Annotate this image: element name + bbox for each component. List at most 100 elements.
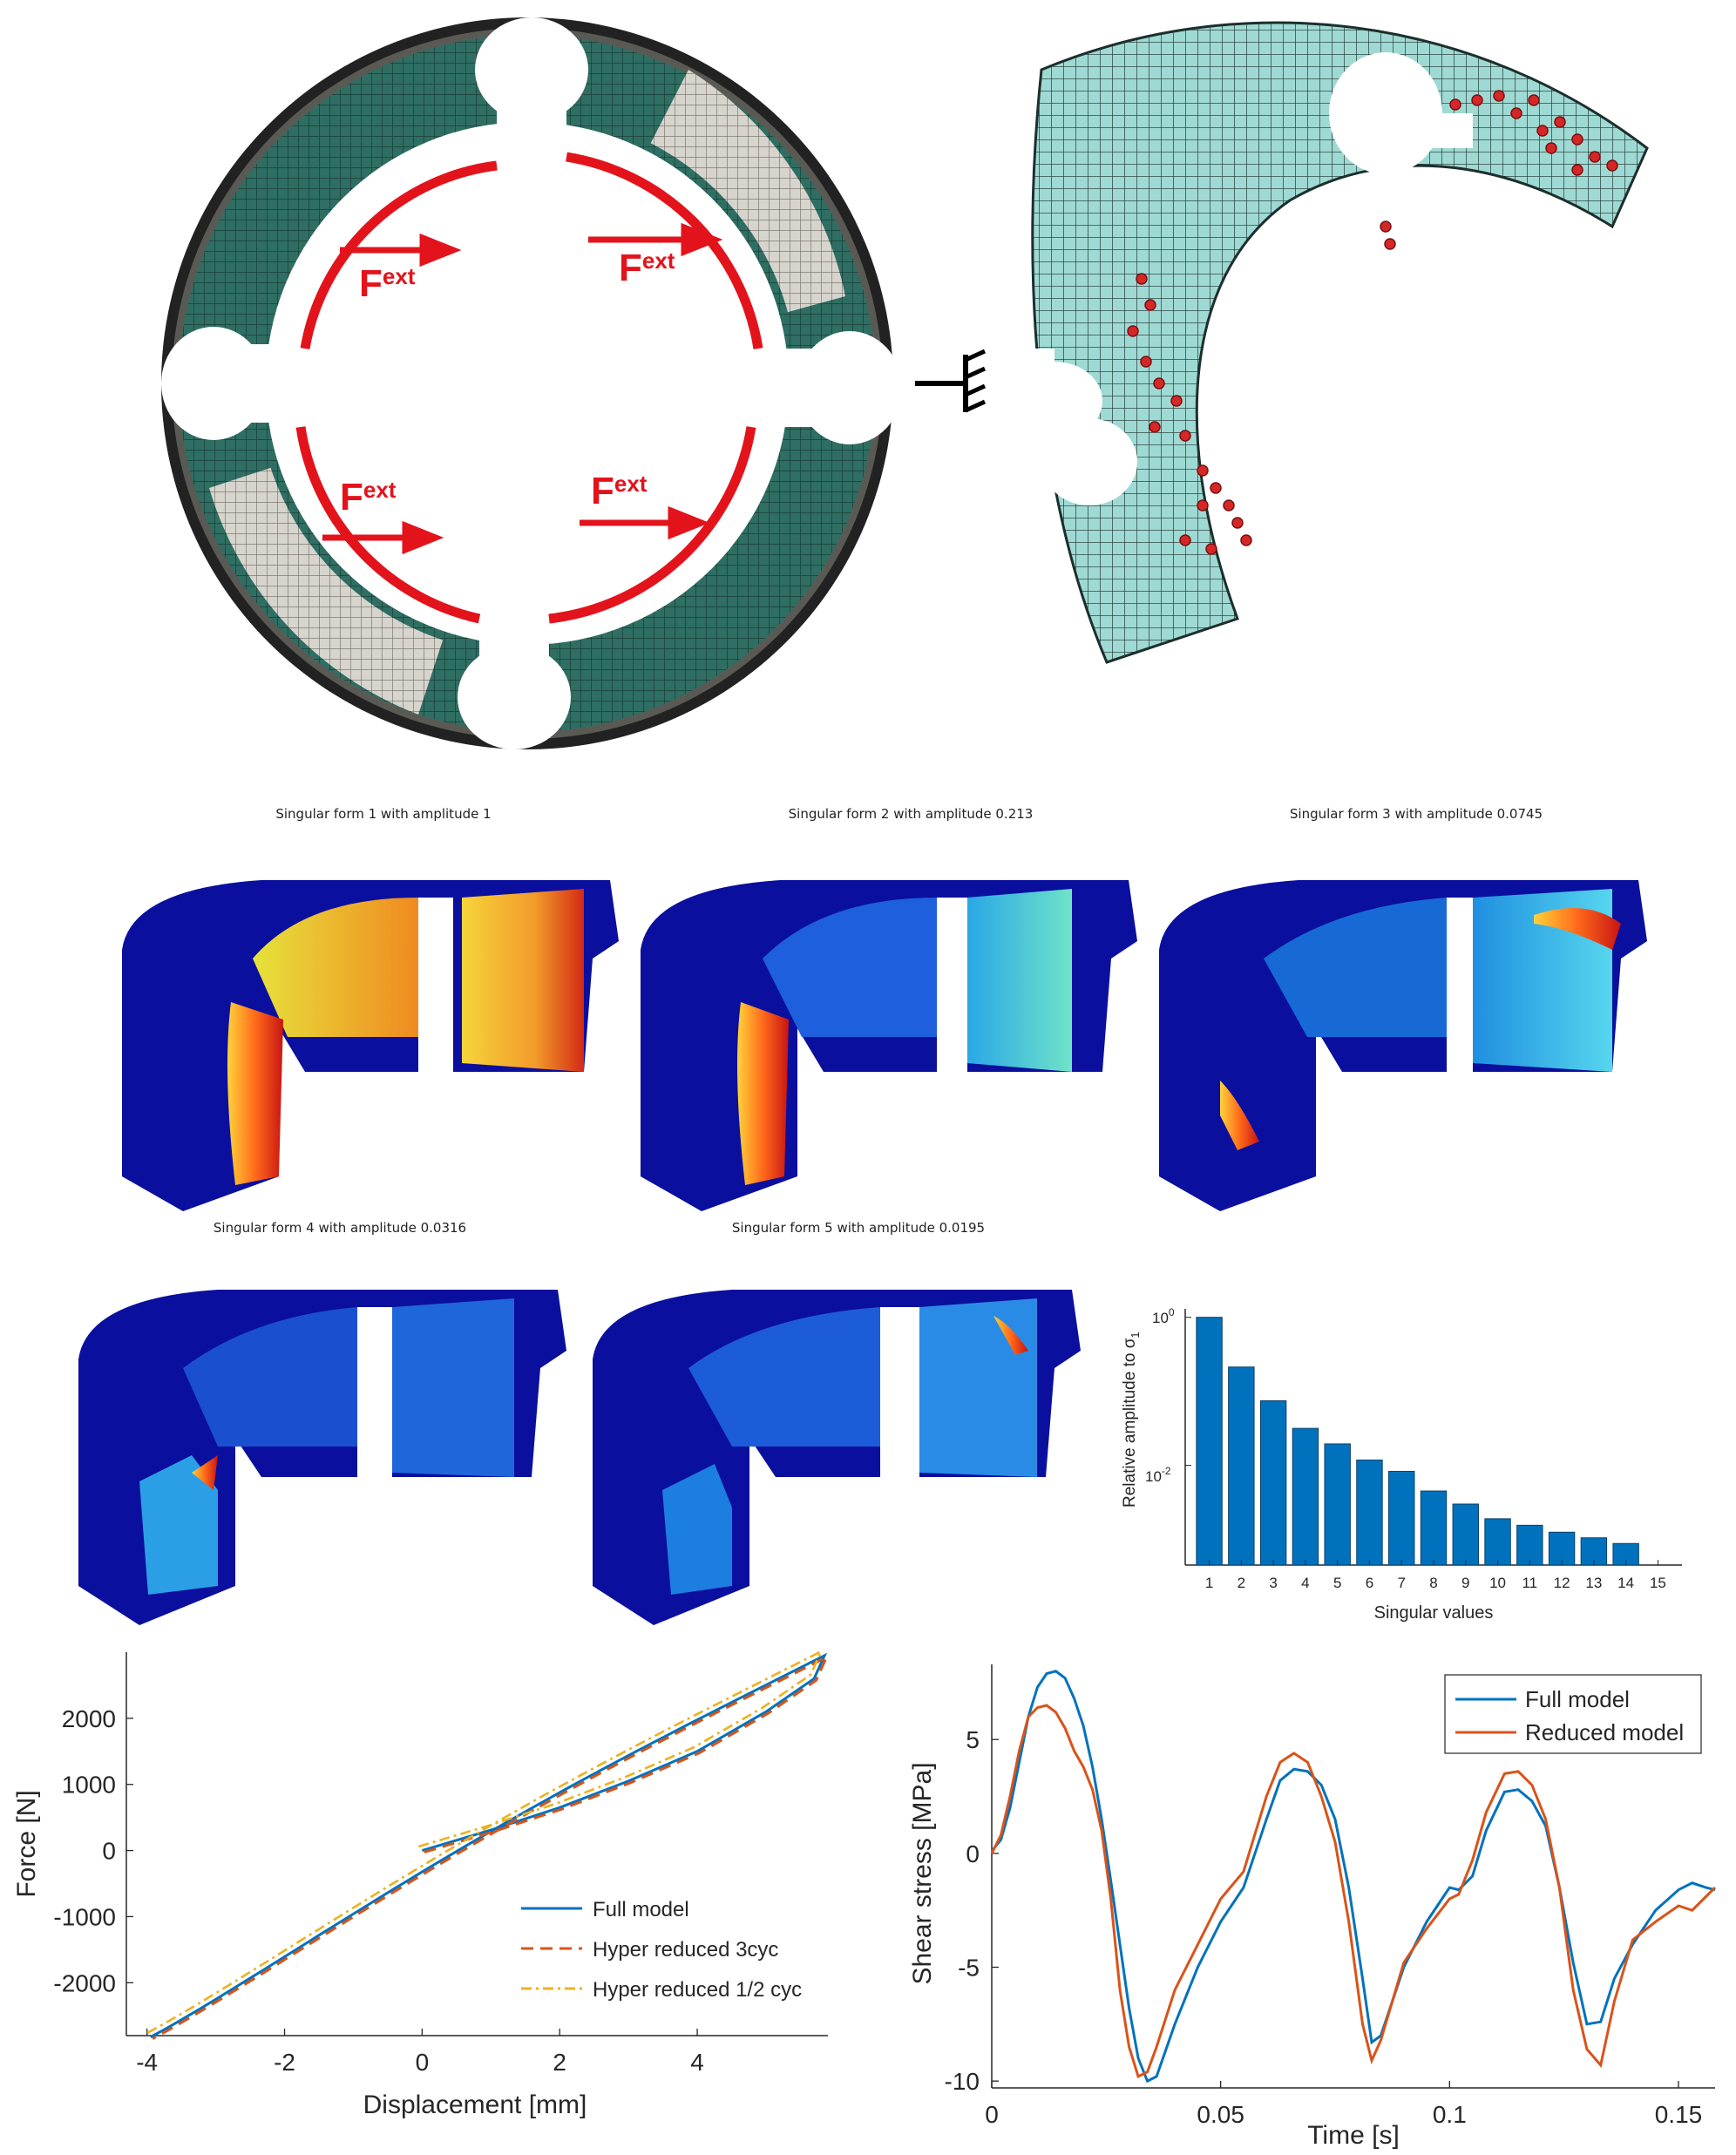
singular-form-title: Singular form 5 with amplitude 0.0195 [731,1220,986,1236]
y-tick-label: 0 [102,1838,116,1865]
x-axis-label: Singular values [1374,1603,1494,1623]
force-displacement-chart: -4 -2 0 2 4 2000 1000 0 -1000 -2000 Force [N] Dis… [0,1638,871,2151]
series-line [990,1704,1717,2079]
x-tick-label: 15 [1650,1575,1666,1591]
y-axis-label: Relative amplitude to σ1 [1121,1332,1142,1508]
integration-point [1136,273,1148,285]
x-tick-label: 9 [1461,1575,1469,1591]
x-tick-label: -4 [136,2049,158,2076]
y-tick-label: 10-2 [1145,1465,1171,1485]
bar-chart-svg: 1 2 3 4 5 6 7 8 9 10 11 12 13 14 15 100 10-2 Relative … [1121,1306,1682,1623]
integration-point [1140,356,1152,368]
integration-point [1127,325,1139,337]
legend-label: Hyper reduced 1/2 cyc [593,1978,802,2002]
reduced-mesh-drawing [1002,21,1649,664]
integration-point [1223,499,1235,512]
integration-point [1179,430,1191,442]
integration-point [1536,125,1549,137]
integration-point [1589,151,1601,163]
x-tick-label: 2 [553,2049,566,2076]
x-tick-label: 0 [416,2049,430,2076]
integration-point [1205,543,1217,555]
x-tick-label: 6 [1366,1575,1373,1591]
integration-point [1528,94,1540,106]
x-tick-label: 0.15 [1655,2101,1703,2128]
x-tick-label: 8 [1429,1575,1437,1591]
cutouts [161,17,902,749]
legend-label: Reduced model [1525,1719,1684,1745]
shear-stress-chart: 0 0.05 0.1 0.15 5 0 -5 -10 Shear stress [MPa] T… [871,1638,1736,2151]
x-tick-label: 10 [1489,1575,1506,1591]
selected-integration-points [1127,90,1618,555]
singular-forms-drawing [78,880,1647,1625]
reduced-mesh-panel [1002,17,1665,680]
integration-point [1493,90,1505,102]
y-tick-label: -1000 [53,1903,116,1930]
bar [1292,1427,1319,1566]
x-tick-label: 0.05 [1197,2101,1244,2128]
shear-stress-svg: 0 0.05 0.1 0.15 5 0 -5 -10 Shear stress [MPa] T… [908,1664,1717,2150]
integration-point [1144,299,1156,311]
bar [1228,1366,1255,1566]
x-tick-label: 2 [1238,1575,1245,1591]
legend: Full model Hyper reduced 3cyc Hyper redu… [510,1887,819,2018]
load-label: Fext [359,262,416,305]
bar [1196,1317,1223,1566]
x-tick-label: -2 [274,2049,295,2076]
bar [1484,1518,1511,1566]
singular-form-4 [78,1290,566,1625]
load-label: Fext [340,476,397,518]
singular-form-3 [1159,880,1647,1211]
x-tick-label: 0.1 [1433,2101,1467,2128]
y-tick-label: 100 [1152,1306,1175,1326]
integration-point [1384,238,1396,250]
legend-label: Full model [1525,1686,1630,1712]
hysteresis-svg: -4 -2 0 2 4 2000 1000 0 -1000 -2000 Force [N] Dis… [12,1649,830,2119]
integration-point [1571,164,1583,176]
x-axis-label: Time [s] [1307,2121,1400,2150]
y-tick-label: -10 [945,2068,980,2095]
x-tick-label: 0 [985,2101,999,2128]
x-tick-label: 12 [1554,1575,1570,1591]
singular-form-title: Singular form 3 with amplitude 0.0745 [1289,806,1543,822]
bar [1516,1524,1543,1566]
integration-point [1449,98,1461,111]
integration-point [1554,116,1566,128]
y-tick-label: 2000 [62,1705,116,1732]
series-line [146,1649,824,2035]
singular-form-title: Singular form 1 with amplitude 1 [275,806,492,822]
singular-form-title: Singular form 4 with amplitude 0.0316 [213,1220,467,1236]
integration-point [1170,395,1183,407]
integration-point [1153,377,1165,390]
integration-point [1197,499,1209,512]
load-label: Fext [619,247,675,289]
y-tick-label: -5 [958,1955,980,1982]
bar [1259,1399,1287,1566]
x-tick-label: 14 [1617,1575,1634,1591]
y-axis-label: Shear stress [MPa] [908,1762,937,1984]
bar [1356,1459,1383,1566]
integration-point [1380,220,1392,233]
integration-point [1606,159,1618,172]
integration-point [1197,464,1209,477]
x-tick-label: 1 [1205,1575,1213,1591]
integration-point [1179,534,1191,546]
full-mesh-panel: Fext Fext Fext Fext [131,0,932,776]
bar [1452,1503,1479,1566]
x-tick-label: 4 [690,2049,704,2076]
x-tick-label: 13 [1585,1575,1602,1591]
integration-point [1240,534,1252,546]
integration-point [1149,421,1161,433]
legend-label: Full model [593,1898,689,1921]
integration-point [1471,94,1483,106]
x-tick-label: 11 [1522,1575,1537,1591]
y-tick-label: 1000 [62,1772,116,1799]
load-arrows [322,222,723,555]
x-tick-label: 7 [1397,1575,1405,1591]
x-tick-label: 4 [1301,1575,1309,1591]
legend-label: Hyper reduced 3cyc [593,1938,778,1962]
integration-point [1231,517,1244,529]
mesh-sector [1031,21,1649,664]
full-mesh-drawing: Fext Fext Fext Fext [161,17,902,749]
x-tick-label: 3 [1269,1575,1277,1591]
